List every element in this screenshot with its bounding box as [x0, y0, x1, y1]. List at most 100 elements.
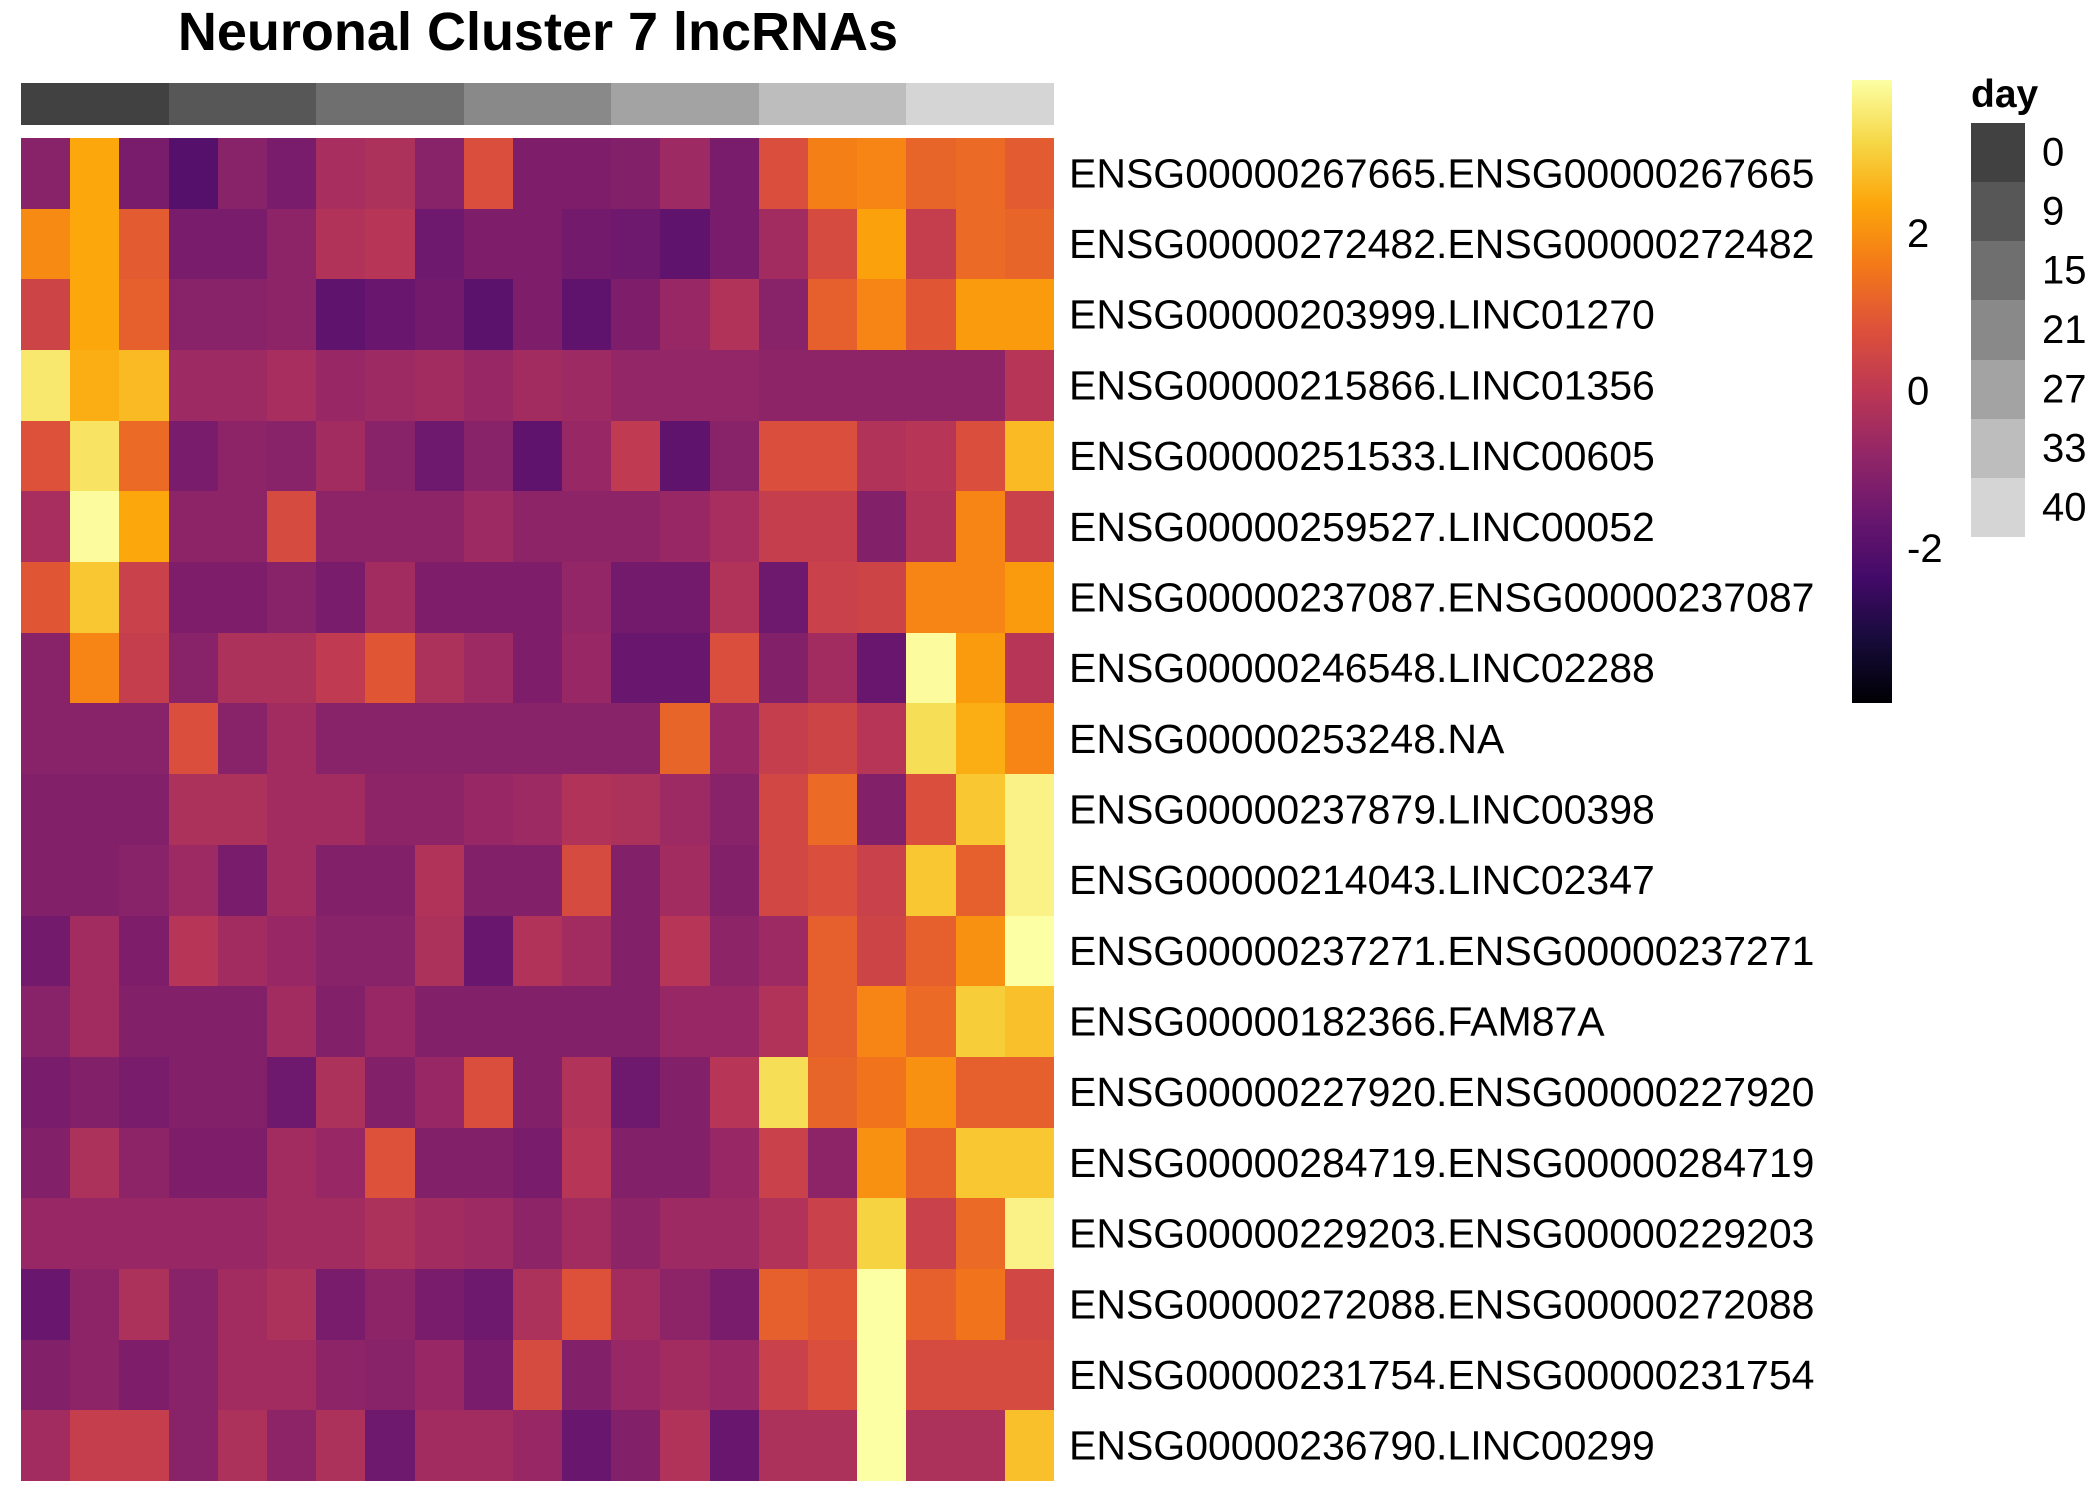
heatmap-cell [906, 916, 956, 986]
heatmap-cell [513, 1340, 562, 1410]
heatmap-cell [316, 1340, 365, 1410]
heatmap-cell [415, 209, 464, 279]
heatmap-cell [906, 774, 956, 845]
heatmap-cell [660, 138, 710, 209]
heatmap-cell [808, 279, 857, 350]
heatmap-cell [857, 986, 906, 1057]
heatmap-cell [660, 633, 710, 703]
heatmap-cell [119, 1128, 169, 1198]
day-legend-label: 0 [2042, 131, 2064, 175]
heatmap-cell [218, 138, 267, 209]
heatmap-cell [808, 1057, 857, 1128]
heatmap-cell [956, 138, 1005, 209]
colorbar-tick-label: 0 [1907, 370, 1929, 414]
heatmap-cell [464, 1057, 513, 1128]
heatmap-cell [611, 1198, 660, 1269]
heatmap-cell [956, 633, 1005, 703]
heatmap-cell [857, 845, 906, 916]
heatmap-cell [513, 1198, 562, 1269]
heatmap-cell [808, 1340, 857, 1410]
heatmap-cell [759, 491, 808, 562]
heatmap-cell [267, 209, 316, 279]
heatmap-cell [562, 1057, 611, 1128]
heatmap-cell [70, 1057, 119, 1128]
heatmap-cell [857, 1057, 906, 1128]
heatmap-cell [218, 279, 267, 350]
heatmap-cell [21, 1269, 70, 1340]
heatmap-cell [21, 421, 70, 491]
heatmap-cell [169, 1198, 218, 1269]
heatmap-cell [316, 1410, 365, 1481]
heatmap-cell [611, 350, 660, 421]
heatmap-cell [70, 845, 119, 916]
heatmap-cell [415, 421, 464, 491]
heatmap-cell [415, 1269, 464, 1340]
heatmap-cell [562, 1128, 611, 1198]
row-label: ENSG00000203999.LINC01270 [1069, 292, 1655, 338]
heatmap-cell [365, 1198, 415, 1269]
heatmap-cell [1005, 279, 1054, 350]
heatmap-cell [21, 1340, 70, 1410]
heatmap-cell [956, 845, 1005, 916]
heatmap-cell [857, 774, 906, 845]
heatmap-cell [660, 703, 710, 774]
heatmap-cell [956, 350, 1005, 421]
heatmap-cell [267, 774, 316, 845]
heatmap-cell [169, 279, 218, 350]
heatmap-cell [267, 986, 316, 1057]
heatmap-cell [70, 774, 119, 845]
heatmap-cell [21, 1198, 70, 1269]
heatmap-cell [415, 633, 464, 703]
day-annotation-cell [611, 83, 660, 125]
heatmap-cell [464, 138, 513, 209]
heatmap-cell [365, 845, 415, 916]
colorbar-tick-label: -2 [1907, 527, 1943, 571]
heatmap-cell [464, 986, 513, 1057]
row-label: ENSG00000272482.ENSG00000272482 [1069, 221, 1814, 267]
heatmap-cell [169, 703, 218, 774]
heatmap-cell [70, 1128, 119, 1198]
heatmap-cell [415, 491, 464, 562]
heatmap-cell [415, 703, 464, 774]
day-legend-label: 40 [2042, 486, 2087, 530]
row-label: ENSG00000182366.FAM87A [1069, 999, 1605, 1045]
heatmap-cell [21, 138, 70, 209]
heatmap-cell [1005, 1410, 1054, 1481]
heatmap-cell [660, 1057, 710, 1128]
heatmap-cell [956, 279, 1005, 350]
heatmap-cell [218, 1340, 267, 1410]
day-annotation-cell [365, 83, 415, 125]
heatmap-cell [464, 633, 513, 703]
heatmap-cell [464, 1269, 513, 1340]
day-annotation-cell [21, 83, 70, 125]
heatmap-cell [759, 1057, 808, 1128]
heatmap-cell [611, 1128, 660, 1198]
heatmap-cell [21, 1128, 70, 1198]
heatmap-cell [660, 1128, 710, 1198]
heatmap-cell [415, 986, 464, 1057]
day-annotation-cell [808, 83, 857, 125]
heatmap-cell [218, 845, 267, 916]
heatmap-cell [710, 774, 759, 845]
heatmap-cell [611, 1269, 660, 1340]
heatmap-cell [611, 138, 660, 209]
heatmap-cell [267, 491, 316, 562]
heatmap-cell [464, 1340, 513, 1410]
heatmap-cell [513, 279, 562, 350]
heatmap-cell [1005, 703, 1054, 774]
heatmap-cell [857, 916, 906, 986]
heatmap-cell [611, 1340, 660, 1410]
row-label: ENSG00000237087.ENSG00000237087 [1069, 574, 1814, 620]
heatmap-cell [513, 633, 562, 703]
day-annotation-cell [906, 83, 956, 125]
heatmap-cell [513, 1128, 562, 1198]
heatmap-cell [906, 1198, 956, 1269]
row-label: ENSG00000237879.LINC00398 [1069, 787, 1655, 833]
heatmap-cell [21, 986, 70, 1057]
row-label: ENSG00000236790.LINC00299 [1069, 1423, 1655, 1469]
colorbar-tick-label: 2 [1907, 212, 1929, 256]
heatmap-cell [710, 350, 759, 421]
heatmap-cell [218, 1128, 267, 1198]
heatmap-cell [710, 1340, 759, 1410]
heatmap-cell [710, 491, 759, 562]
